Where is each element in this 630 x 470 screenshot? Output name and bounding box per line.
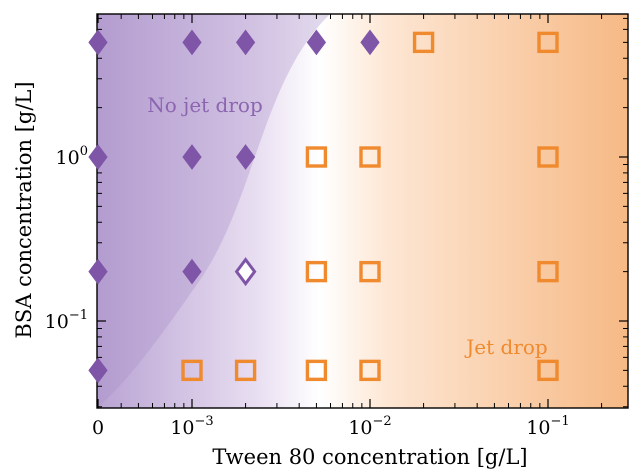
no-jet-region-shade bbox=[97, 14, 330, 408]
data-point-no-jet bbox=[182, 29, 202, 56]
annotation-jet-drop: Jet drop bbox=[464, 335, 547, 359]
x-tick-label: 10−2 bbox=[348, 414, 391, 439]
data-markers bbox=[88, 29, 559, 384]
x-tick-label: 10−1 bbox=[526, 414, 569, 439]
data-point-no-jet bbox=[306, 29, 327, 56]
y-tick-label: 100 bbox=[56, 144, 88, 169]
data-point-jet bbox=[537, 31, 559, 54]
data-point-jet bbox=[305, 146, 328, 168]
axis-ticks bbox=[97, 14, 628, 408]
data-point-jet bbox=[537, 260, 559, 283]
data-point-no-jet bbox=[88, 258, 108, 285]
data-point-jet bbox=[359, 359, 381, 382]
data-point-no-jet bbox=[235, 29, 256, 56]
data-point-no-jet bbox=[182, 144, 202, 170]
plot-background bbox=[97, 14, 628, 408]
x-tick-label: 0 bbox=[92, 417, 104, 439]
y-tick-label: 10−1 bbox=[45, 308, 88, 333]
data-point-no-jet bbox=[88, 144, 108, 170]
plot-frame bbox=[96, 13, 629, 409]
x-tick-label: 10−3 bbox=[170, 414, 213, 439]
data-point-transition bbox=[234, 257, 257, 287]
annotation-no-jet-drop: No jet drop bbox=[147, 93, 263, 117]
y-axis-label: BSA concentration [g/L] bbox=[12, 81, 36, 338]
data-point-jet bbox=[305, 359, 328, 382]
data-point-jet bbox=[359, 146, 381, 168]
data-point-no-jet bbox=[88, 29, 108, 56]
data-point-no-jet bbox=[360, 29, 380, 56]
plot-area bbox=[97, 14, 628, 408]
data-point-jet bbox=[537, 146, 559, 168]
data-point-no-jet bbox=[182, 258, 202, 285]
data-point-no-jet bbox=[235, 144, 256, 170]
x-axis-label: Tween 80 concentration [g/L] bbox=[212, 445, 527, 469]
data-point-jet bbox=[537, 359, 559, 382]
data-point-jet bbox=[305, 260, 328, 283]
data-point-no-jet bbox=[88, 357, 108, 384]
data-point-jet bbox=[181, 359, 203, 382]
data-point-jet bbox=[234, 359, 257, 382]
data-point-jet bbox=[359, 260, 381, 283]
data-point-jet bbox=[412, 31, 435, 54]
